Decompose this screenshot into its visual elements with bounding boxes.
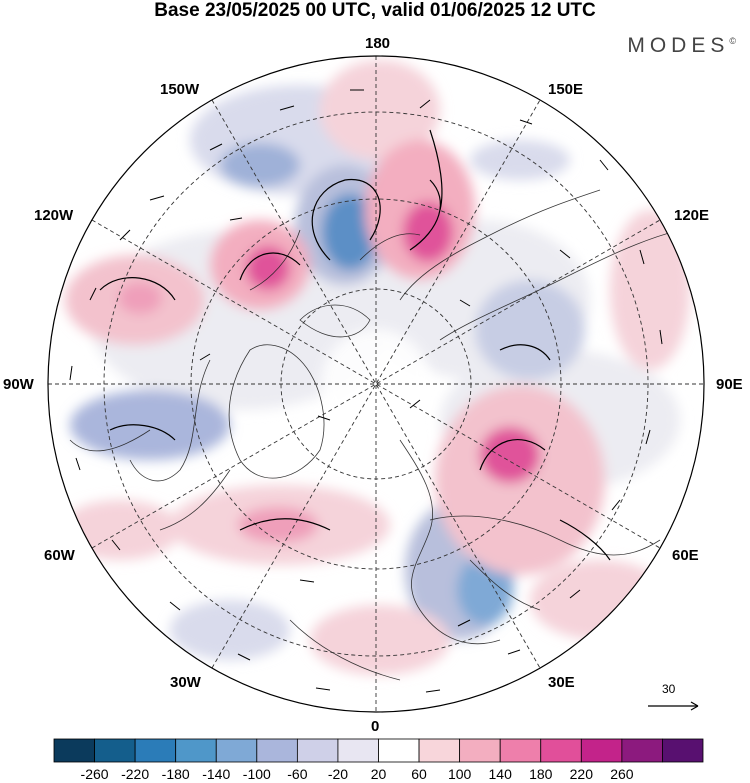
positive-anomaly xyxy=(246,246,290,290)
positive-anomaly xyxy=(60,500,180,560)
colorbar-tick-label: 260 xyxy=(610,766,634,782)
lon-label-120w: 120W xyxy=(34,207,74,224)
lon-label-60w: 60W xyxy=(44,547,75,564)
positive-anomaly xyxy=(403,202,453,262)
lon-label-150e: 150E xyxy=(548,81,584,98)
colorbar-swatch xyxy=(215,738,258,763)
colorbar-swatch xyxy=(337,738,379,763)
wind-vector xyxy=(479,439,546,471)
negative-anomaly xyxy=(70,390,230,460)
positive-anomaly xyxy=(320,60,440,160)
colorbar-swatch xyxy=(459,738,501,763)
lon-label-90e: 90E xyxy=(716,376,743,393)
negative-anomaly xyxy=(457,555,513,625)
copyright-mark: © xyxy=(729,36,736,46)
wind-vector xyxy=(109,424,176,441)
colorbar-swatch xyxy=(621,738,663,763)
colorbar-swatch xyxy=(134,738,177,763)
lon-label-30w: 30W xyxy=(170,674,201,691)
lon-label-180: 180 xyxy=(365,35,391,52)
reference-arrowhead xyxy=(690,701,699,711)
colorbar xyxy=(53,738,704,763)
colorbar-swatch xyxy=(540,738,582,763)
lon-label-30e: 30E xyxy=(548,674,575,691)
lon-label-150w: 150W xyxy=(160,81,200,98)
colorbar-tick-label: -220 xyxy=(121,766,150,782)
anomaly-field xyxy=(48,56,704,712)
colorbar-swatch xyxy=(580,738,623,763)
colorbar-swatch xyxy=(175,738,217,763)
positive-anomaly xyxy=(118,282,162,314)
positive-anomaly xyxy=(238,507,318,543)
negative-anomaly xyxy=(470,140,570,180)
colorbar-tick-label: -100 xyxy=(242,766,271,782)
wind-vector xyxy=(409,179,441,251)
colorbar-tick-label: 60 xyxy=(411,766,427,782)
negative-anomaly xyxy=(170,600,290,660)
colorbar-tick-label: 20 xyxy=(370,766,387,782)
colorbar-swatch xyxy=(378,738,420,763)
wind-vector xyxy=(99,277,176,301)
lon-label-120e: 120E xyxy=(674,207,710,224)
positive-anomaly xyxy=(480,427,540,483)
colorbar-tick-label: 100 xyxy=(447,766,472,782)
negative-anomaly xyxy=(322,194,378,270)
positive-anomaly xyxy=(530,560,670,640)
colorbar-tick-label: -260 xyxy=(80,766,109,782)
lon-label-0: 0 xyxy=(371,718,380,735)
wind-vector xyxy=(311,178,381,261)
colorbar-swatch xyxy=(418,738,461,763)
lon-label-90w: 90W xyxy=(3,376,34,393)
colorbar-tick-label: 180 xyxy=(529,766,553,782)
wind-vector xyxy=(239,518,331,531)
colorbar-swatch xyxy=(662,738,704,763)
positive-anomaly xyxy=(610,210,690,370)
wind-vector xyxy=(559,519,611,561)
wind-arrow-field xyxy=(69,89,663,693)
reference-vector-label: 30 xyxy=(662,682,676,696)
colorbar-tick-label: -180 xyxy=(161,766,190,782)
colorbar-tick-label: -60 xyxy=(287,766,308,782)
colorbar-swatch xyxy=(256,738,298,763)
positive-anomaly xyxy=(310,605,450,675)
colorbar-swatch xyxy=(296,738,339,763)
wind-vector xyxy=(499,344,551,361)
colorbar-swatch xyxy=(53,738,95,763)
lon-label-60e: 60E xyxy=(672,547,699,564)
wind-vectors xyxy=(99,129,611,561)
colorbar-swatch xyxy=(94,738,136,763)
wind-vector xyxy=(429,129,443,211)
colorbar-tick-label: 220 xyxy=(569,766,593,782)
colorbar-tick-label: 140 xyxy=(488,766,512,782)
graticule xyxy=(48,56,704,712)
modes-logo-text: MODES xyxy=(627,34,730,57)
map-title: Base 23/05/2025 00 UTC, valid 01/06/2025… xyxy=(154,0,596,21)
colorbar-tick-label: -20 xyxy=(327,766,349,782)
negative-anomaly xyxy=(220,143,300,187)
colorbar-swatch xyxy=(499,738,542,763)
coastlines xyxy=(69,189,681,681)
reference-vector xyxy=(648,701,699,711)
colorbar-tick-label: -140 xyxy=(202,766,231,782)
wind-vector xyxy=(239,252,301,281)
map-boundary xyxy=(47,55,705,713)
modes-logo: MODES© xyxy=(627,34,736,58)
negative-anomaly xyxy=(475,280,585,380)
